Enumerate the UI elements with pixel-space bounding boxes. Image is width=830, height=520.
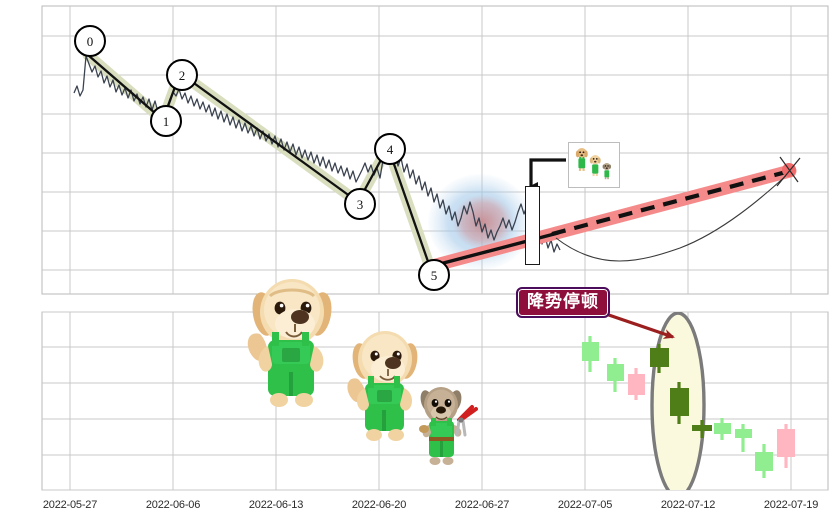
sprite-thumbnail-box[interactable]	[568, 142, 620, 188]
zigzag-line	[87, 54, 434, 274]
dog-mascot-medium	[340, 325, 426, 445]
x-tick: 2022-06-06	[145, 499, 201, 511]
candle-series	[582, 336, 795, 478]
x-tick: 2022-07-05	[557, 499, 613, 511]
endpoint-tick-b	[779, 156, 799, 183]
x-tick: 2022-06-13	[248, 499, 304, 511]
badge-arrow	[599, 312, 675, 339]
status-badge[interactable]: 降势停顿	[516, 287, 610, 318]
upper-plot-area	[41, 5, 829, 295]
pivot-marker-4[interactable]: 4	[374, 133, 406, 165]
projection-curve	[555, 171, 791, 262]
pivot-marker-2[interactable]: 2	[166, 59, 198, 91]
x-tick: 2022-05-27	[42, 499, 98, 511]
pivot-marker-1[interactable]: 1	[150, 105, 182, 137]
x-tick: 2022-06-20	[351, 499, 407, 511]
price-line	[73, 55, 561, 253]
x-tick: 2022-07-19	[763, 499, 819, 511]
x-tick: 2022-07-12	[660, 499, 716, 511]
x-tick: 2022-06-27	[454, 499, 510, 511]
dog-mascot-large	[238, 272, 342, 414]
projection-dashed-segment	[551, 168, 791, 237]
endpoint-tick-a	[776, 157, 801, 187]
dog-mascot-small	[410, 385, 478, 475]
sprite-dogs-icon	[575, 148, 611, 180]
pivot-marker-3[interactable]: 3	[344, 188, 376, 220]
pliers-icon	[455, 405, 478, 437]
pivot-marker-0[interactable]: 0	[74, 25, 106, 57]
callout-connector	[529, 158, 566, 190]
callout-rectangle	[525, 186, 540, 265]
upper-panel	[41, 5, 829, 295]
pivot-marker-5[interactable]: 5	[418, 259, 450, 291]
